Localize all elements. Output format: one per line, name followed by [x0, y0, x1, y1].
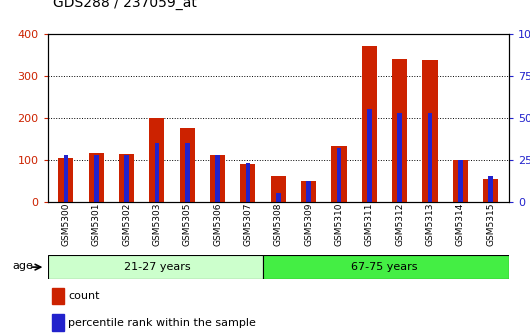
Bar [276, 193, 280, 202]
Text: age: age [12, 261, 33, 271]
Text: 21-27 years: 21-27 years [123, 262, 190, 272]
Bar [422, 60, 437, 202]
Bar [58, 158, 74, 202]
Bar [263, 255, 509, 279]
Bar [125, 155, 129, 202]
Bar [89, 153, 104, 202]
Bar [94, 155, 99, 202]
Text: percentile rank within the sample: percentile rank within the sample [68, 318, 257, 328]
Bar [458, 160, 463, 202]
Bar [301, 181, 316, 202]
Bar [306, 181, 311, 202]
Bar [185, 143, 190, 202]
Bar [361, 46, 377, 202]
Bar [210, 155, 225, 202]
Bar [149, 118, 164, 202]
Bar [331, 146, 347, 202]
Text: GDS288 / 237059_at: GDS288 / 237059_at [53, 0, 197, 10]
Bar [64, 155, 68, 202]
Bar [488, 176, 493, 202]
Bar [392, 59, 407, 202]
Bar [245, 163, 250, 202]
Text: 67-75 years: 67-75 years [351, 262, 418, 272]
Bar [52, 288, 64, 304]
Bar [453, 161, 468, 202]
Bar [240, 164, 255, 202]
Bar [483, 178, 498, 202]
Bar [215, 155, 220, 202]
Bar [119, 154, 134, 202]
Bar [180, 128, 195, 202]
Bar [428, 113, 432, 202]
Bar [48, 255, 263, 279]
Bar [271, 176, 286, 202]
Bar [52, 314, 64, 331]
Bar [155, 143, 159, 202]
Bar [398, 113, 402, 202]
Text: count: count [68, 291, 100, 301]
Bar [337, 148, 341, 202]
Bar [367, 109, 372, 202]
